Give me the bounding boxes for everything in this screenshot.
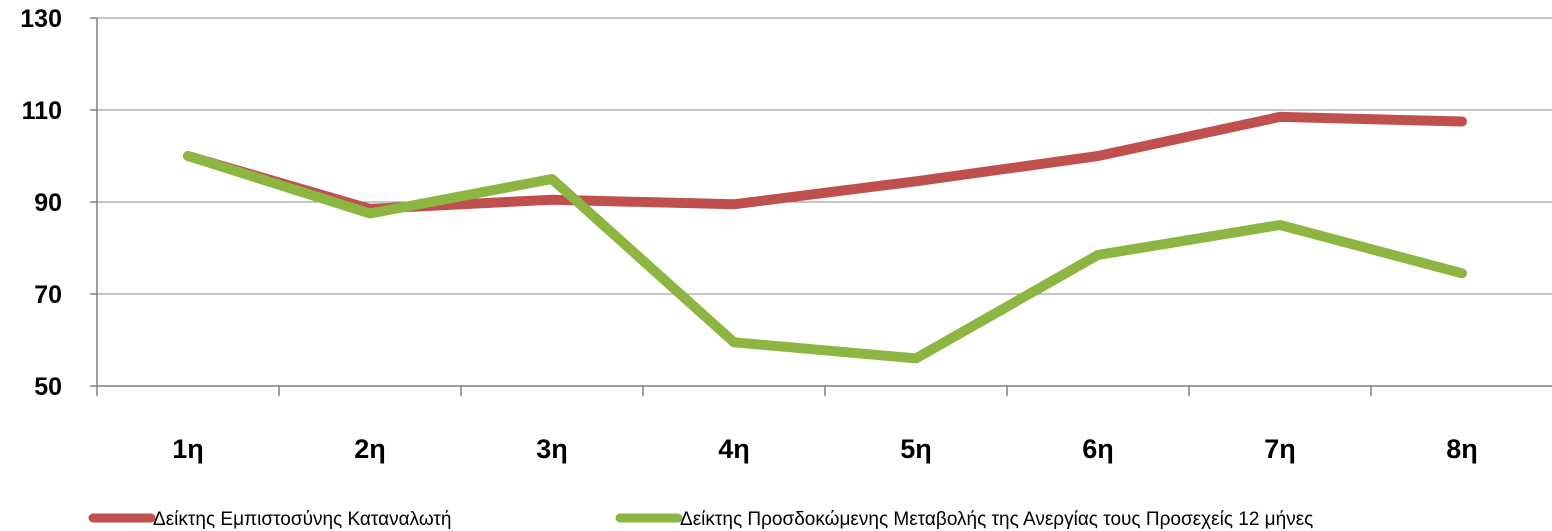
y-tick-label: 110 [22,97,62,125]
legend-label-2: Δείκτης Προσδοκώμενης Μεταβολής της Ανερ… [680,509,1313,530]
series-lines [183,111,1467,364]
y-tick-label: 90 [34,189,62,217]
series-1-point [731,201,737,208]
x-tick-label: 1η [172,434,204,464]
series-2-point [913,355,919,362]
series-line-2 [183,151,1467,364]
x-tick-labels: 1η 2η 3η 4η 5η 6η 7η 8η [96,386,1478,464]
series-2-point [731,339,737,346]
x-tick-label: 2η [354,434,386,464]
series-2-point [1459,270,1465,277]
x-tick-label: 4η [718,434,750,464]
y-tick-label: 50 [34,373,62,401]
y-tick-label: 70 [34,281,62,309]
series-line-1 [183,111,1467,214]
x-tick-label: 8η [1446,434,1478,464]
series-2-point [549,176,555,182]
series-1-point [549,196,555,203]
series-1-point [1459,118,1465,125]
y-tick-labels: 50 70 90 110 130 [20,5,62,401]
series-2-point [1095,251,1101,258]
series-2-point [1277,222,1283,228]
gridlines [90,17,1552,387]
series-2-point [185,153,191,159]
x-tick-label: 6η [1082,434,1114,464]
series-1-point [1095,153,1101,159]
series-1-point [913,178,919,185]
x-tick-label: 7η [1264,434,1296,464]
x-tick-label: 5η [900,434,932,464]
legend-label-1: Δείκτης Εμπιστοσύνης Καταναλωτή [153,509,451,530]
series-1-point [1277,113,1283,120]
y-tick-label: 130 [20,5,62,33]
series-2-point [367,210,373,217]
legend: Δείκτης Εμπιστοσύνης Καταναλωτή Δείκτης Π… [88,509,1313,530]
x-tick-label: 3η [536,434,568,464]
